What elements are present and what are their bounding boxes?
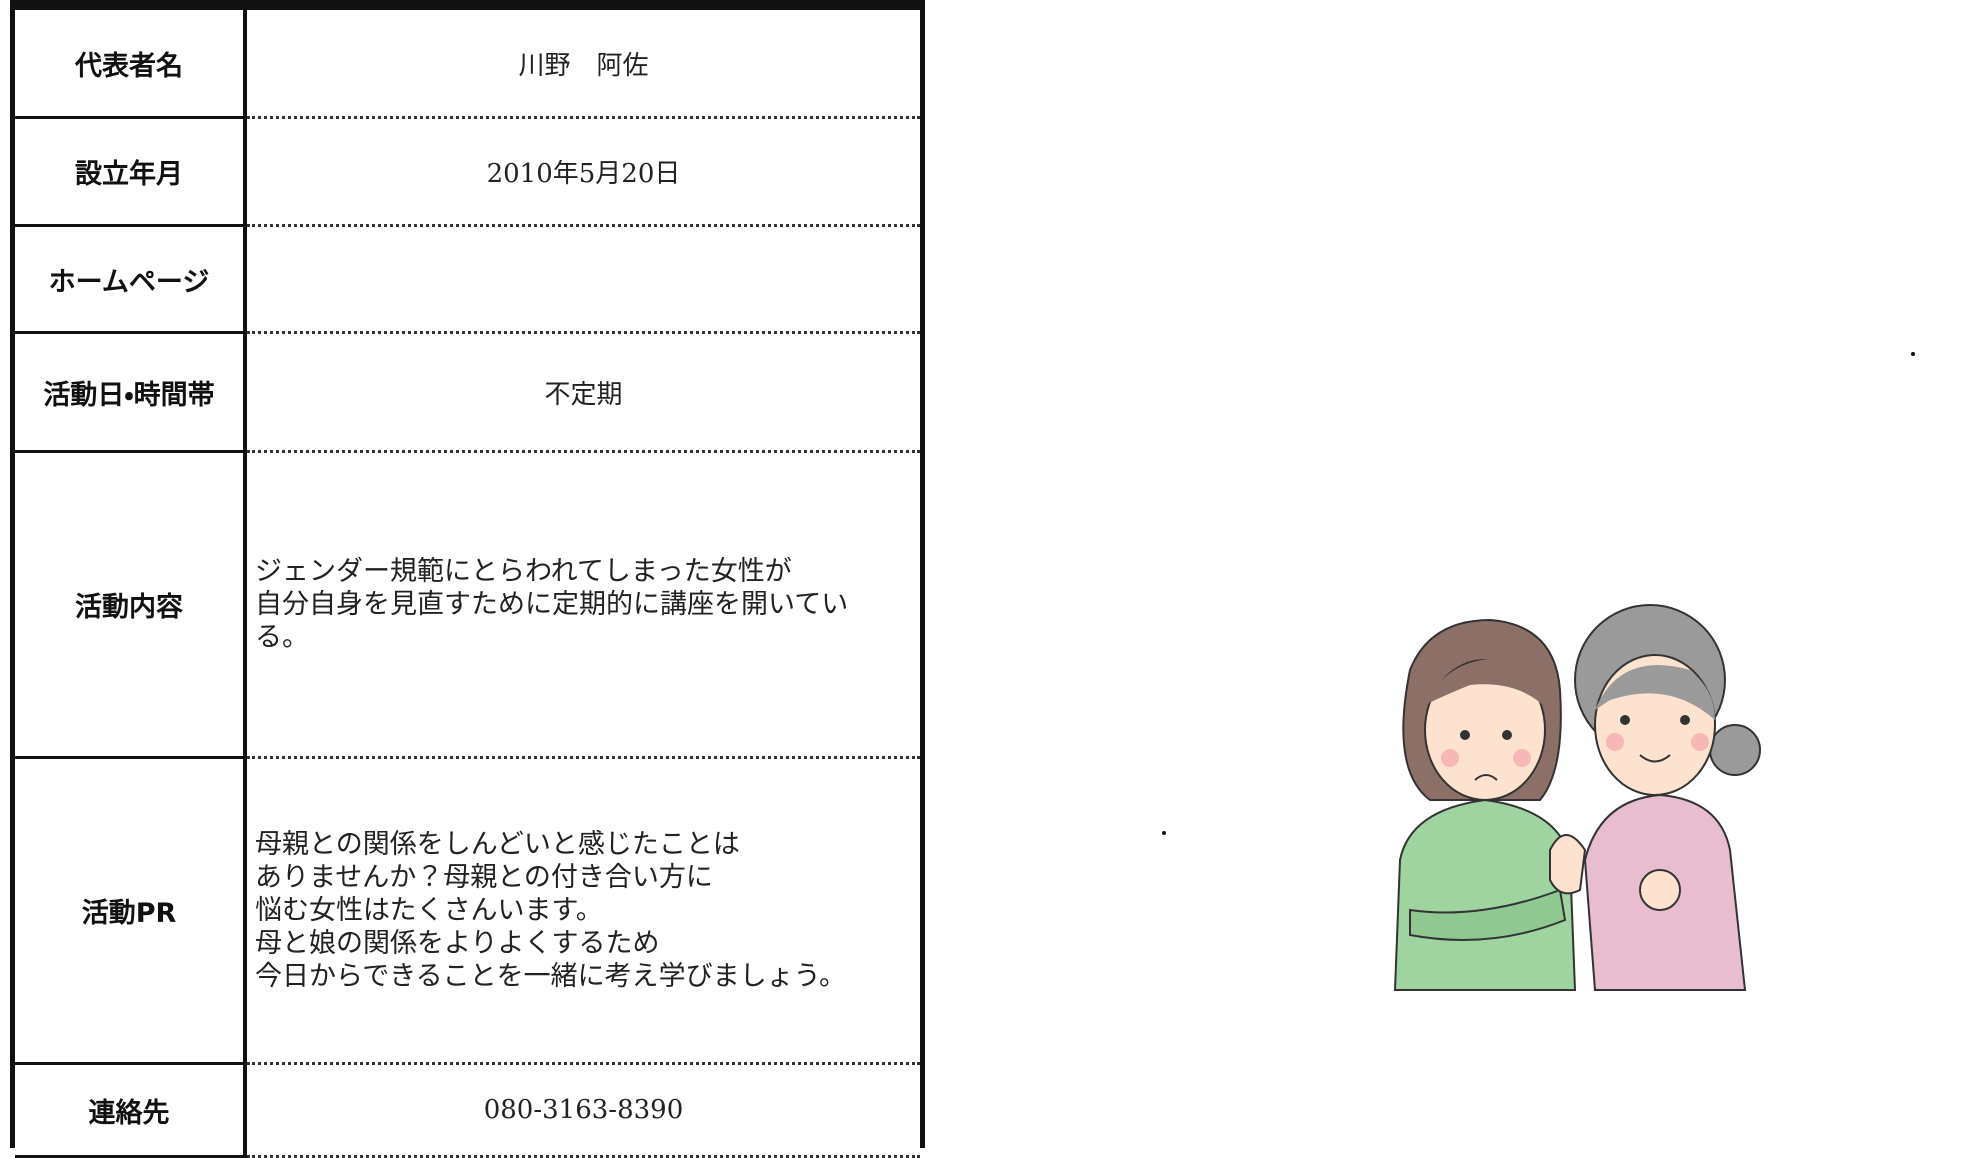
row-label: ホームページ xyxy=(15,227,247,334)
row-label: 連絡先 xyxy=(15,1065,247,1158)
table-row: ホームページ xyxy=(15,227,920,334)
row-label: 活動内容 xyxy=(15,453,247,759)
text-line: 今日からできることを一緒に考え学びましょう。 xyxy=(255,961,847,992)
table-row: 活動PR 母親との関係をしんどいと感じたことは ありませんか？母親との付き合い方に悩… xyxy=(15,759,920,1065)
text-line: ジェンダー規範にとらわれてしまった女性が xyxy=(255,556,792,587)
info-table: 代表者名 川野 阿佐 設立年月 2010年5月20日 ホームページ 活動日・時間帯 不定期活… xyxy=(10,0,925,1158)
table-row: 代表者名 川野 阿佐 xyxy=(15,10,920,119)
text-line: ありませんか？母親との付き合い方に xyxy=(255,862,713,893)
table-row: 活動日・時間帯 不定期 xyxy=(15,334,920,453)
row-label: 活動日・時間帯 xyxy=(15,334,247,453)
row-label: 活動PR xyxy=(15,759,247,1065)
text-line: る。 xyxy=(255,622,309,653)
table-row: 設立年月 2010年5月20日 xyxy=(15,119,920,227)
text-line: 自分自身を見直すために定期的に講座を開いてい xyxy=(255,589,849,620)
text-line: 母と娘の関係をよりよくするため xyxy=(255,928,660,959)
row-value: 080-3163-8390 xyxy=(247,1065,920,1158)
dot xyxy=(1911,352,1915,356)
table-row: 活動内容 ジェンダー規範にとらわれてしまった女性が 自分自身を見直すために定期的に講… xyxy=(15,453,920,759)
row-label: 設立年月 xyxy=(15,119,247,227)
text-line: 母親との関係をしんどいと感じたことは xyxy=(255,829,740,860)
illustration xyxy=(1393,604,1761,991)
row-value: 不定期 xyxy=(247,334,920,453)
row-value: ジェンダー規範にとらわれてしまった女性が 自分自身を見直すために定期的に講座を開い… xyxy=(247,453,920,759)
row-value xyxy=(247,227,920,334)
row-value: 2010年5月20日 xyxy=(247,119,920,227)
text-line: 悩む女性はたくさんいます。 xyxy=(255,895,603,926)
table-row: 連絡先 080-3163-8390 xyxy=(15,1065,920,1158)
row-value: 川野 阿佐 xyxy=(247,10,920,119)
row-label: 代表者名 xyxy=(15,10,247,119)
row-value: 母親との関係をしんどいと感じたことは ありませんか？母親との付き合い方に 悩む女性は… xyxy=(247,759,920,1065)
dot xyxy=(1162,831,1166,835)
